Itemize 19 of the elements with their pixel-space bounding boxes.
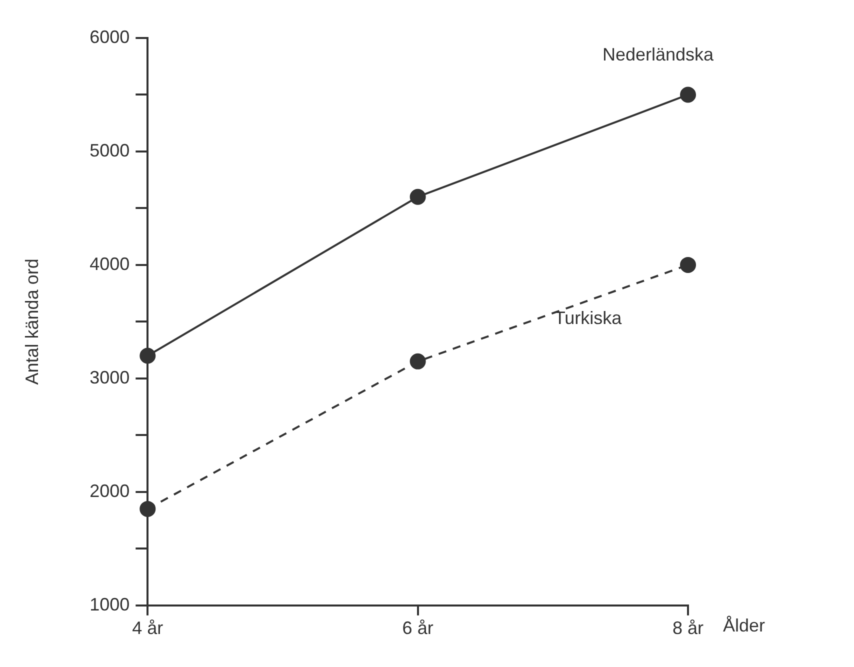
y-tick-label: 4000 <box>90 254 130 274</box>
point <box>140 348 156 364</box>
x-axis-title: Ålder <box>723 615 766 636</box>
x-tick-label: 8 år <box>672 618 704 638</box>
point <box>140 500 156 517</box>
y-axis-title: Antal kända ord <box>22 258 42 385</box>
y-tick-label: 3000 <box>90 367 130 388</box>
point <box>680 256 696 273</box>
point <box>680 86 696 103</box>
series-label: Nederländska <box>602 44 715 65</box>
x-tick-label: 4 år <box>132 618 164 638</box>
point <box>410 188 426 205</box>
y-tick-label: 2000 <box>90 480 130 501</box>
x-tick-label: 6 år <box>402 618 434 638</box>
y-tick-label: 1000 <box>90 594 130 614</box>
series-label: Turkiska <box>554 308 623 328</box>
y-tick-label: 5000 <box>90 140 130 160</box>
point <box>410 353 426 370</box>
y-tick-label: 6000 <box>90 26 130 47</box>
